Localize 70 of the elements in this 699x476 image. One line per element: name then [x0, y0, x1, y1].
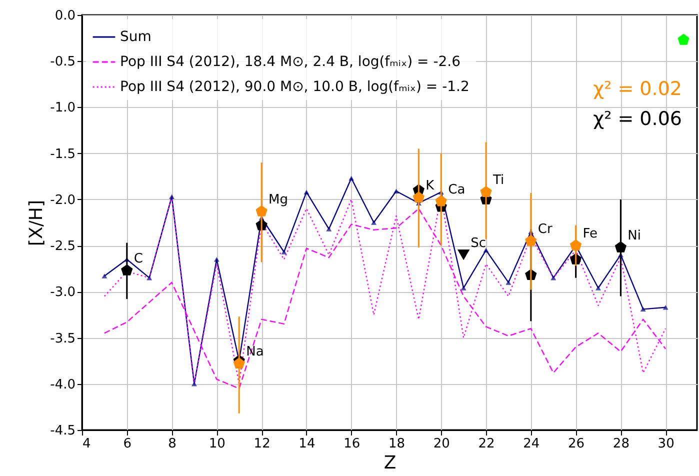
point: [233, 357, 245, 369]
x-tick-label: 30: [658, 436, 674, 452]
point: [550, 275, 556, 280]
point: [460, 286, 466, 290]
y-tick-label: 0.0: [54, 8, 76, 24]
point: [614, 241, 627, 252]
y-tick-label: -1.0: [50, 100, 76, 116]
annotation: C: [134, 251, 143, 266]
point: [146, 275, 152, 280]
point: [326, 226, 332, 232]
point: [121, 264, 133, 276]
point: [435, 195, 447, 206]
y-tick-label: -4.5: [50, 424, 76, 438]
x-tick-label: 4: [82, 436, 91, 452]
annotation: Cr: [538, 222, 553, 237]
point: [191, 382, 197, 386]
point: [640, 306, 646, 312]
y-tick-label: -0.5: [50, 54, 76, 70]
x-tick-label: 10: [208, 436, 226, 452]
x-tick-label: 14: [298, 436, 316, 452]
y-tick-label: -1.5: [50, 146, 76, 162]
x-tick-label: 20: [433, 436, 450, 452]
annotation: K: [426, 178, 435, 194]
x-tick-label: 24: [523, 436, 540, 452]
x-tick-label: 26: [568, 436, 585, 452]
annotation: χ² = 0.06: [593, 108, 682, 130]
point: [371, 220, 377, 225]
point: [304, 190, 310, 194]
annotation: Ni: [628, 228, 642, 244]
annotation: Na: [246, 344, 264, 360]
annotation: χ² = 0.02: [593, 78, 682, 100]
point: [480, 186, 492, 198]
point: [169, 194, 175, 200]
x-tick-label: 28: [612, 436, 630, 452]
point: [256, 205, 268, 216]
y-tick-label: -2.0: [50, 192, 76, 208]
y-tick-label: -4.0: [50, 377, 76, 392]
annotation: Ti: [492, 173, 504, 188]
legend-label: Sum: [120, 29, 152, 45]
point: [570, 239, 582, 251]
annotation: Ca: [448, 182, 466, 198]
point: [412, 191, 425, 203]
x-tick-label: 8: [168, 436, 176, 452]
annotation: Fe: [582, 226, 598, 242]
legend-label: Pop III S4 (2012), 90.0 M⊙, 10.0 B, log(fₘᵢₓ) = -1.2: [120, 79, 470, 95]
x-tick-label: 18: [388, 436, 406, 452]
point: [457, 249, 470, 260]
y-tick-label: -3.0: [50, 285, 76, 300]
point: [281, 250, 287, 254]
x-tick-label: 6: [123, 436, 132, 452]
point: [348, 176, 354, 181]
point: [596, 286, 601, 290]
point: [393, 188, 399, 194]
y-axis-title: [X/H]: [26, 200, 48, 246]
legend-label: Pop III S4 (2012), 18.4 M⊙, 2.4 B, log(fₘᵢₓ) = -2.6: [120, 54, 461, 70]
annotation: Mg: [268, 192, 288, 208]
point: [214, 257, 220, 262]
point: [662, 304, 668, 310]
x-tick-label: 22: [478, 436, 495, 452]
y-tick-label: -3.5: [50, 331, 76, 346]
point: [525, 234, 537, 246]
point: [678, 34, 690, 45]
point: [102, 274, 108, 278]
annotation: Sc: [470, 236, 486, 251]
y-tick-label: -2.5: [50, 239, 76, 254]
x-axis-title: Z: [384, 452, 396, 474]
point: [506, 280, 512, 285]
x-tick-label: 16: [344, 436, 360, 452]
x-tick-label: 12: [254, 436, 270, 452]
point: [483, 248, 489, 253]
